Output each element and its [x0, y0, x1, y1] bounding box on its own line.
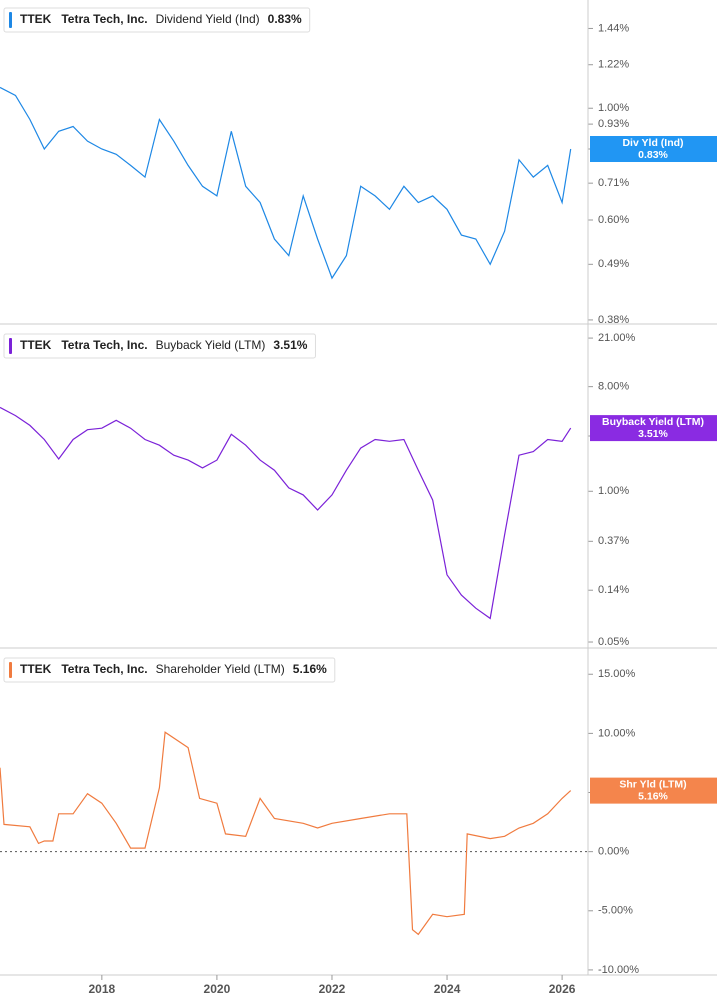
data-line — [0, 86, 572, 280]
y-tick-label: 1.00% — [598, 485, 629, 497]
legend-text: Buyback Yield (LTM) — [156, 338, 266, 352]
badge-value: 0.83% — [638, 149, 668, 161]
legend-swatch — [9, 338, 12, 354]
legend-box — [3, 657, 336, 683]
data-line — [0, 731, 572, 936]
value-badge — [590, 777, 717, 804]
badge-title: Shr Yld (LTM) — [619, 778, 686, 790]
legend-text: TTEK — [20, 12, 52, 26]
legend-swatch — [9, 662, 12, 678]
y-tick-label: 0.93% — [598, 118, 629, 130]
badge-title: Buyback Yield (LTM) — [602, 416, 704, 428]
legend-text: TTEK — [20, 338, 52, 352]
value-badge — [590, 136, 717, 163]
y-tick-label: 0.71% — [598, 177, 629, 189]
badge-title: Div Yld (Ind) — [622, 137, 683, 149]
legend-text: Dividend Yield (Ind) — [156, 12, 260, 26]
x-tick-label: 2022 — [319, 982, 346, 996]
x-tick-label: 2018 — [88, 982, 115, 996]
x-tick-label: 2024 — [434, 982, 461, 996]
data-line — [0, 406, 572, 620]
y-tick-label: 21.00% — [598, 332, 636, 344]
value-badge — [590, 415, 717, 442]
legend-box — [3, 7, 311, 33]
legend-text: 5.16% — [293, 662, 327, 676]
legend-text: TTEK — [20, 662, 52, 676]
y-tick-label: 1.44% — [598, 22, 629, 34]
y-tick-label: 0.05% — [598, 636, 629, 648]
badge-value: 3.51% — [638, 428, 668, 440]
y-tick-label: 10.00% — [598, 727, 636, 739]
legend: TTEK Tetra Tech, Inc. Dividend Yield (Ind)… — [3, 7, 311, 33]
legend-text: 3.51% — [273, 338, 307, 352]
legend-text: Shareholder Yield (LTM) — [156, 662, 285, 676]
legend-text: Tetra Tech, Inc. — [61, 12, 147, 26]
y-tick-label: -5.00% — [598, 905, 633, 917]
y-tick-label: 1.00% — [598, 102, 629, 114]
x-tick-label: 2020 — [204, 982, 231, 996]
y-tick-label: 0.00% — [598, 846, 629, 858]
x-tick-label: 2026 — [549, 982, 576, 996]
y-tick-label: 0.60% — [598, 214, 629, 226]
y-tick-label: -10.00% — [598, 964, 639, 976]
y-tick-label: 0.38% — [598, 314, 629, 326]
legend-text: Tetra Tech, Inc. — [61, 662, 147, 676]
y-tick-label: 15.00% — [598, 668, 636, 680]
legend: TTEK Tetra Tech, Inc. Buyback Yield (LTM) 3… — [3, 333, 316, 359]
y-tick-label: 1.22% — [598, 59, 629, 71]
legend-text: 0.83% — [268, 12, 302, 26]
y-tick-label: 0.49% — [598, 258, 629, 270]
legend-swatch — [9, 12, 12, 28]
badge-value: 5.16% — [638, 790, 668, 802]
y-tick-label: 0.37% — [598, 535, 629, 547]
y-tick-label: 8.00% — [598, 381, 629, 393]
legend-text: Tetra Tech, Inc. — [61, 338, 147, 352]
legend-box — [3, 333, 316, 359]
y-tick-label: 0.14% — [598, 584, 629, 596]
legend: TTEK Tetra Tech, Inc. Shareholder Yield (L… — [3, 657, 336, 683]
